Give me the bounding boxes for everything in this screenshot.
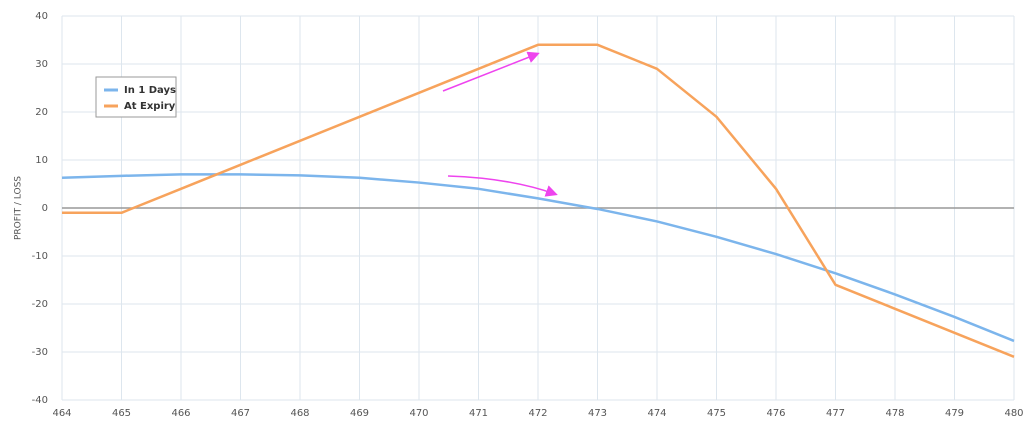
y-tick-label: 40 — [35, 11, 48, 22]
y-tick-label: -10 — [32, 251, 48, 262]
x-tick-label: 478 — [885, 408, 904, 419]
x-tick-label: 465 — [112, 408, 131, 419]
x-tick-label: 471 — [469, 408, 488, 419]
x-tick-label: 479 — [945, 408, 964, 419]
y-tick-label: 10 — [35, 155, 48, 166]
x-tick-label: 477 — [826, 408, 845, 419]
legend-label: In 1 Days — [124, 85, 176, 96]
x-tick-label: 474 — [647, 408, 666, 419]
y-axis-label: PROFIT / LOSS — [14, 176, 24, 240]
x-tick-label: 470 — [409, 408, 428, 419]
y-tick-label: 30 — [35, 59, 48, 70]
y-tick-label: 0 — [42, 203, 48, 214]
y-tick-label: 20 — [35, 107, 48, 118]
x-tick-label: 466 — [171, 408, 190, 419]
x-tick-label: 467 — [231, 408, 250, 419]
series-line — [61, 173, 1015, 343]
annotation-arrow — [447, 175, 558, 197]
y-tick-label: -20 — [32, 299, 48, 310]
y-tick-label: -30 — [32, 347, 48, 358]
x-tick-label: 473 — [588, 408, 607, 419]
x-tick-label: 480 — [1004, 408, 1023, 419]
legend-label: At Expiry — [124, 101, 176, 112]
series-line — [62, 43, 1015, 358]
x-tick-label: 476 — [766, 408, 785, 419]
y-tick-label: -40 — [32, 395, 48, 406]
legend — [95, 76, 177, 118]
x-tick-label: 472 — [528, 408, 547, 419]
x-tick-label: 475 — [707, 408, 726, 419]
x-tick-label: 468 — [290, 408, 309, 419]
x-tick-label: 464 — [52, 408, 71, 419]
annotation-arrow — [442, 51, 540, 92]
x-tick-label: 469 — [350, 408, 369, 419]
